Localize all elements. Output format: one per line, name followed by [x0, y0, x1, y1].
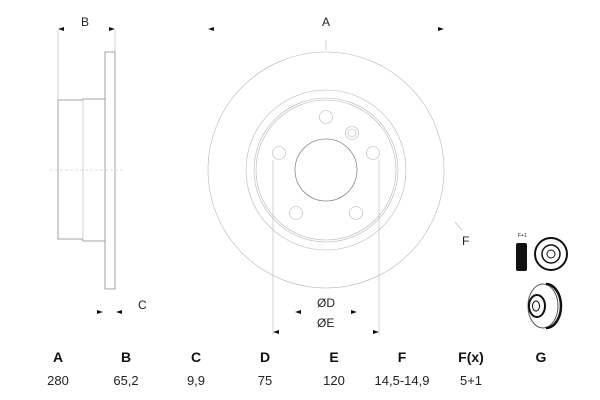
bolt-hole: [272, 146, 286, 160]
bolt-hole: [366, 146, 380, 160]
value-fx: 5+1: [460, 373, 482, 388]
dimension-e: ØE: [273, 316, 379, 334]
label-b: B: [81, 15, 89, 29]
header-b: B: [121, 349, 131, 365]
header-c: C: [191, 349, 201, 365]
label-e: ØE: [317, 316, 334, 330]
center-bore: [294, 138, 358, 202]
header-d: D: [260, 349, 270, 365]
label-f: F: [462, 234, 469, 248]
disc-thumbnail-angle: [527, 282, 563, 330]
front-view: [207, 40, 463, 335]
spec-table: A B C D E F F(x) G 280 65,2 9,9 75 120 1…: [47, 349, 546, 388]
disc-thumbnail-pair: F+1: [516, 233, 568, 271]
header-fx: F(x): [458, 349, 484, 365]
label-d: ØD: [317, 296, 335, 310]
dimension-b: B: [58, 15, 115, 31]
dimension-c: C: [97, 298, 147, 314]
value-d: 75: [258, 373, 272, 388]
header-g: G: [536, 349, 547, 365]
dimension-a: A: [208, 15, 444, 31]
value-e: 120: [323, 373, 345, 388]
label-a: A: [322, 15, 330, 29]
value-b: 65,2: [113, 373, 138, 388]
value-c: 9,9: [187, 373, 205, 388]
header-e: E: [329, 349, 338, 365]
header-a: A: [53, 349, 63, 365]
bolt-hole: [289, 206, 303, 220]
dimension-d: ØD: [295, 296, 357, 314]
bolt-hole: [349, 206, 363, 220]
value-f: 14,5-14,9: [375, 373, 430, 388]
label-c: C: [138, 298, 147, 312]
header-f: F: [398, 349, 407, 365]
side-view: [50, 30, 125, 290]
thumbnail-label: F+1: [518, 233, 527, 239]
bolt-hole: [319, 110, 333, 124]
value-a: 280: [47, 373, 69, 388]
